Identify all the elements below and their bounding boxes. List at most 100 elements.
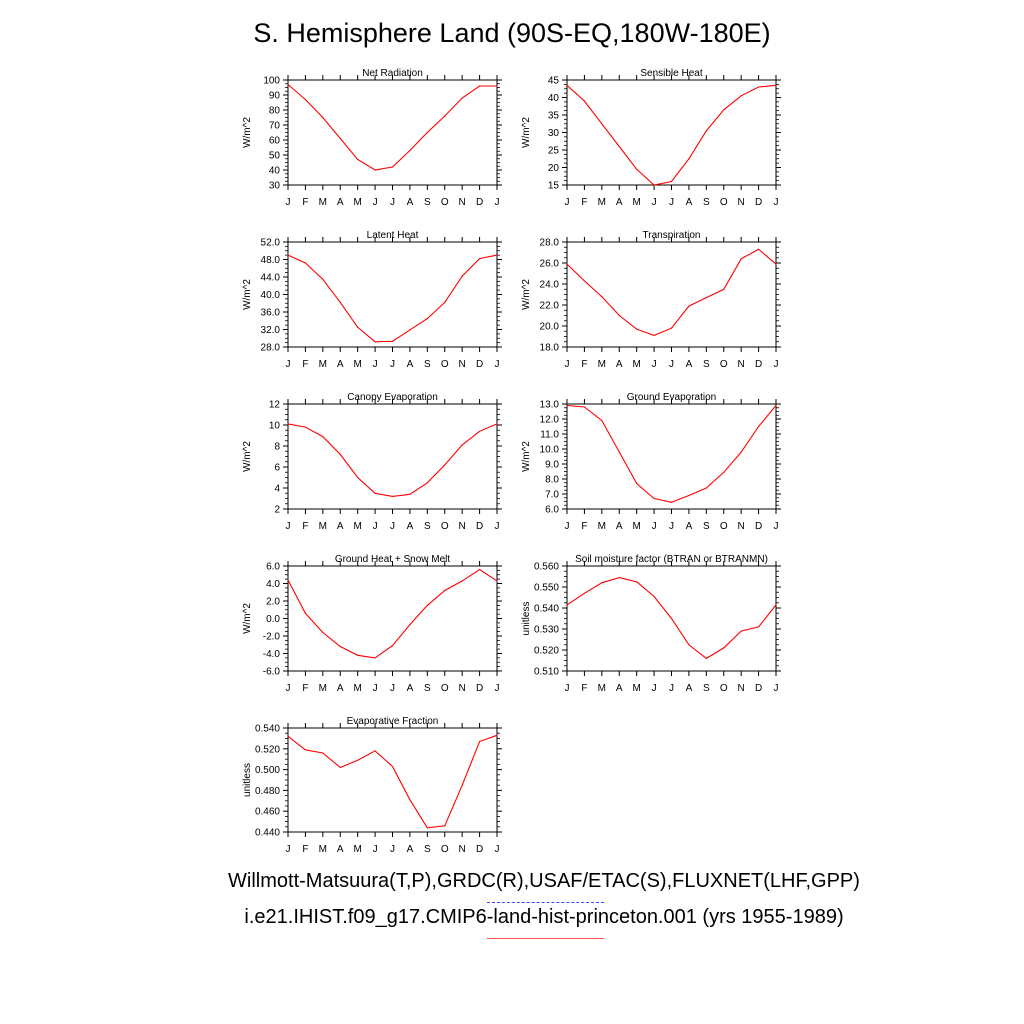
y-tick-label: 40 [548, 93, 560, 104]
data-point [723, 471, 725, 473]
y-tick-label: 4.0 [266, 579, 280, 590]
x-tick-label: D [755, 359, 762, 370]
y-tick-label: 26.0 [540, 259, 560, 270]
y-tick-label: 0.440 [255, 828, 280, 839]
data-point [287, 423, 289, 425]
data-point [758, 86, 760, 88]
data-point [339, 137, 341, 140]
plot-frame [287, 727, 498, 833]
case-legend-line [487, 938, 604, 939]
y-tick-label: 6 [274, 463, 280, 474]
series-line [566, 404, 777, 503]
y-tick-label: 13.0 [540, 400, 560, 411]
panel-3: Latent Heat W/m^2 28.0 32.0 36.0 40.0 44.0 48.0… [242, 230, 502, 370]
y-tick-label: 36.0 [261, 308, 281, 319]
x-tick-label: J [774, 521, 779, 532]
x-tick-label: M [319, 197, 327, 208]
x-tick-label: J [390, 521, 395, 532]
x-tick-label: S [703, 359, 710, 370]
data-point [653, 497, 655, 500]
y-tick-label: 52.0 [261, 238, 281, 249]
x-tick-label: D [755, 521, 762, 532]
x-tick-label: M [353, 844, 361, 855]
panel-4: Transpiration W/m^2 18.0 20.0 22.0 24.0 26.0 28… [521, 230, 781, 370]
x-tick-label: D [476, 197, 483, 208]
plot-frame [287, 403, 498, 510]
x-tick-label: D [755, 683, 762, 694]
x-tick-label: J [669, 197, 674, 208]
data-point [566, 263, 568, 265]
data-point [670, 501, 673, 503]
data-point [304, 98, 306, 101]
x-tick-label: S [703, 197, 710, 208]
data-point [740, 630, 742, 632]
x-tick-label: O [720, 521, 728, 532]
panel-title: Net Radiation [362, 68, 423, 79]
y-tick-label: 0.520 [255, 744, 280, 755]
y-tick-label: 4 [274, 484, 280, 495]
x-tick-label: M [319, 521, 327, 532]
data-point [287, 83, 289, 86]
panel-title: Canopy Evaporation [347, 392, 438, 403]
x-tick-label: A [407, 844, 414, 855]
data-point [723, 109, 725, 111]
y-tick-label: 20 [548, 163, 560, 174]
data-point [426, 318, 428, 320]
y-tick-label: 0.540 [534, 604, 559, 615]
data-point [601, 582, 603, 584]
y-tick-label: 6.0 [266, 562, 280, 573]
data-point [409, 329, 411, 331]
x-tick-label: D [476, 521, 483, 532]
x-tick-label: J [286, 683, 291, 694]
x-tick-label: N [738, 521, 745, 532]
y-tick-label: 60 [269, 136, 281, 147]
data-point [758, 425, 760, 428]
x-tick-label: O [720, 359, 728, 370]
x-tick-label: A [337, 844, 344, 855]
case-caption: i.e21.IHIST.f09_g17.CMIP6-land-hist-prin… [244, 906, 844, 928]
panel-title: Latent Heat [367, 230, 419, 241]
y-tick-label: 90 [269, 91, 281, 102]
data-point [357, 476, 359, 479]
panel-title: Ground Evaporation [627, 392, 717, 403]
y-tick-label: 10 [269, 421, 281, 432]
plot-frame [287, 241, 498, 348]
x-tick-label: N [459, 844, 466, 855]
x-tick-label: A [407, 359, 414, 370]
y-axis-label: unitless [242, 763, 253, 797]
data-point [636, 581, 638, 583]
y-tick-label: 25 [548, 146, 560, 157]
data-point [391, 765, 394, 768]
x-tick-label: M [319, 844, 327, 855]
x-tick-label: N [738, 197, 745, 208]
y-tick-label: 0.540 [255, 724, 280, 735]
y-tick-label: 0.560 [534, 562, 559, 573]
series-line [287, 84, 497, 171]
x-tick-label: J [286, 197, 291, 208]
y-axis-label: W/m^2 [521, 441, 532, 472]
data-point [740, 258, 742, 260]
data-point [304, 749, 306, 751]
panel-title: Sensible Heat [640, 68, 702, 79]
data-point [601, 123, 603, 125]
panel-title: Soil moisture factor (BTRAN or BTRANMN) [575, 554, 768, 565]
data-point [444, 115, 446, 117]
x-tick-label: J [652, 359, 657, 370]
x-tick-label: M [319, 359, 327, 370]
series-line [287, 568, 498, 659]
x-tick-label: M [598, 521, 606, 532]
data-point [583, 100, 586, 102]
x-tick-label: A [686, 521, 693, 532]
panel-title: Ground Heat + Snow Melt [335, 554, 451, 565]
data-point [775, 404, 777, 407]
plot-frame [566, 79, 777, 186]
x-tick-label: J [669, 683, 674, 694]
data-point [636, 328, 638, 330]
data-point [409, 149, 411, 152]
data-point [705, 487, 707, 489]
data-point [322, 436, 324, 438]
x-tick-label: D [476, 683, 483, 694]
data-point [723, 647, 725, 649]
